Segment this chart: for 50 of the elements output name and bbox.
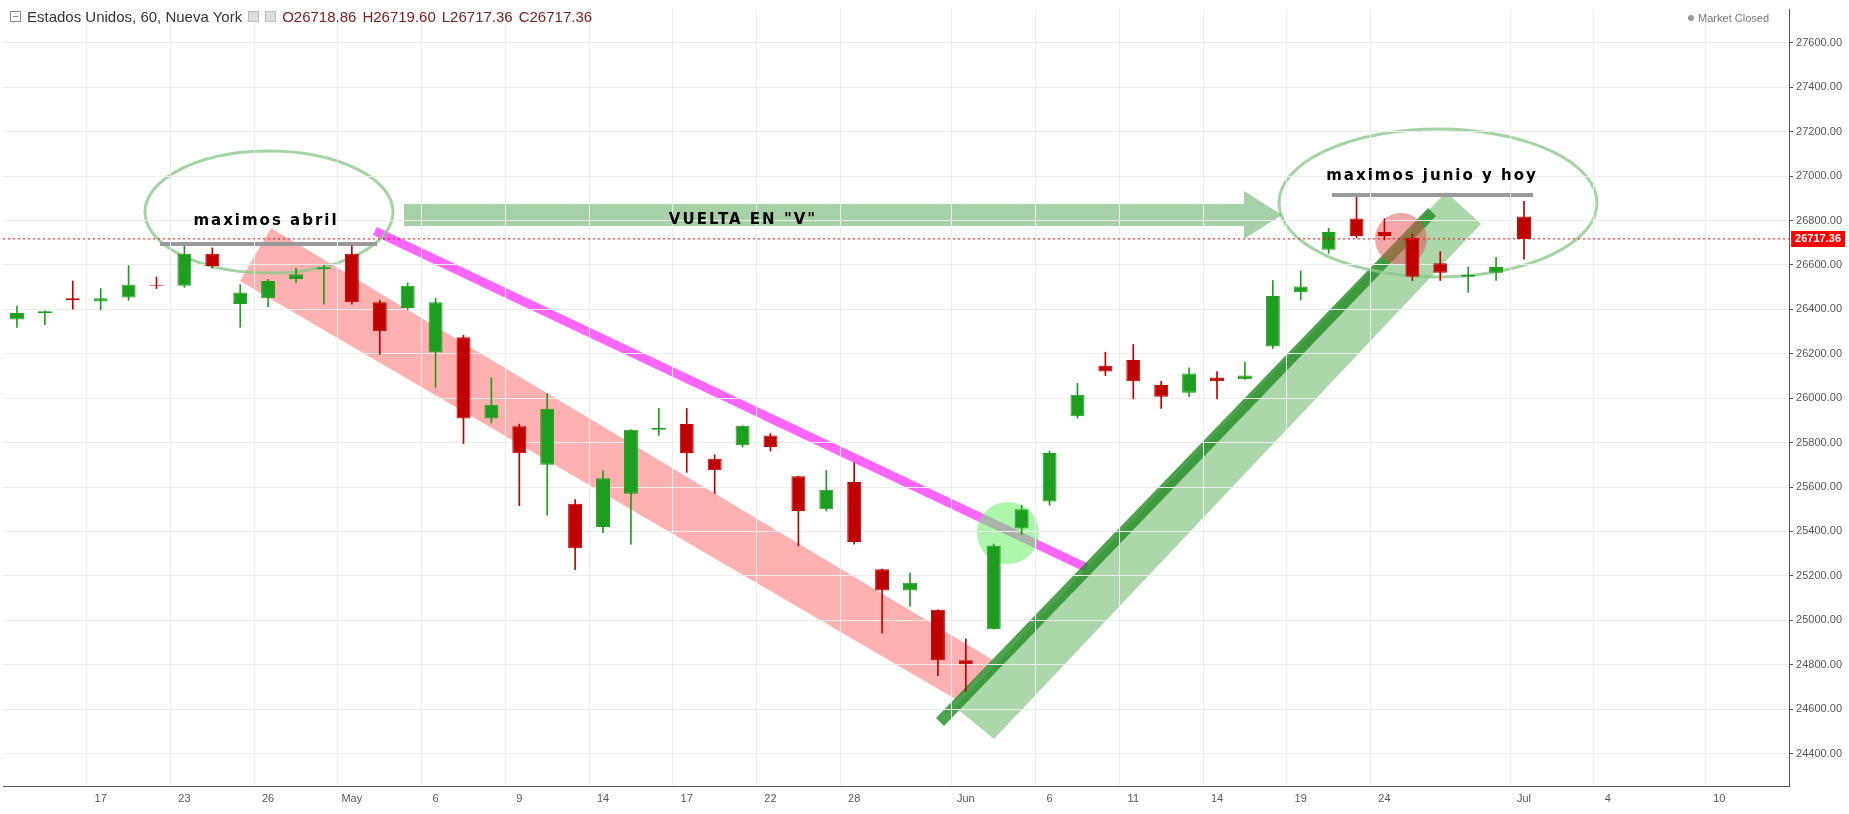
y-tick-label: 25800.00 — [1796, 435, 1843, 448]
x-tick-label: 19 — [1294, 792, 1307, 805]
x-tick-label: 26 — [262, 792, 275, 805]
y-tick-label: 25200.00 — [1796, 568, 1843, 581]
y-tick-label: 26600.00 — [1796, 258, 1843, 270]
x-tick-label: 22 — [764, 792, 777, 805]
candlestick — [233, 284, 248, 328]
y-tick-label: 24400.00 — [1796, 746, 1843, 759]
y-tick-label: 25400.00 — [1796, 524, 1843, 537]
x-tick-label: 14 — [596, 792, 610, 805]
y-tick-label: 27000.00 — [1796, 169, 1843, 182]
x-tick-label: 10 — [1713, 792, 1726, 805]
y-tick-label: 25000.00 — [1796, 613, 1843, 626]
candlestick — [93, 288, 108, 311]
annotation: L26717.36 — [441, 8, 513, 25]
x-tick-label: 24 — [1378, 792, 1391, 805]
candlestick — [1489, 257, 1504, 281]
x-tick-label: 17 — [680, 792, 693, 805]
y-tick-label: 26400.00 — [1796, 302, 1843, 315]
annotation: H26719.60 — [362, 8, 436, 25]
chart-title: Estados Unidos, 60, Nueva York — [27, 8, 243, 25]
y-tick-label: 24600.00 — [1796, 702, 1843, 715]
y-tick-label: 26800.00 — [1796, 213, 1843, 226]
x-tick-label: 4 — [1604, 792, 1611, 805]
x-tick-label: 6 — [432, 792, 439, 805]
x-tick-label: May — [341, 792, 363, 805]
y-tick-label: 27600.00 — [1796, 35, 1843, 48]
y-tick-label: 27200.00 — [1796, 124, 1843, 137]
x-tick-label: Jun — [956, 792, 975, 805]
x-tick-label: 28 — [848, 792, 861, 805]
y-tick-label: 24800.00 — [1796, 657, 1843, 670]
annotation: VUELTA EN "V" — [668, 210, 818, 228]
annotation: Market Closed — [1698, 12, 1769, 24]
x-tick-label: 6 — [1046, 792, 1053, 805]
y-tick-label: 27400.00 — [1796, 80, 1843, 93]
annotation: O26718.86 — [282, 8, 357, 25]
x-tick-label: 17 — [94, 792, 107, 805]
x-tick-label: 23 — [178, 792, 191, 805]
y-tick-label: 26200.00 — [1796, 346, 1843, 359]
y-tick-label: 26000.00 — [1796, 391, 1843, 404]
candlestick — [958, 638, 973, 692]
annotation: maximos abril — [193, 211, 339, 229]
annotation: maximos junio y hoy — [1326, 166, 1538, 184]
ref-line-label: 26717.36 — [1795, 231, 1842, 244]
x-tick-label: 11 — [1127, 792, 1139, 805]
x-tick-label: 9 — [516, 792, 523, 805]
x-tick-label: 14 — [1210, 792, 1224, 805]
annotation: C26717.36 — [518, 8, 593, 25]
y-tick-label: 25600.00 — [1796, 480, 1843, 493]
x-tick-label: Jul — [1516, 792, 1532, 805]
